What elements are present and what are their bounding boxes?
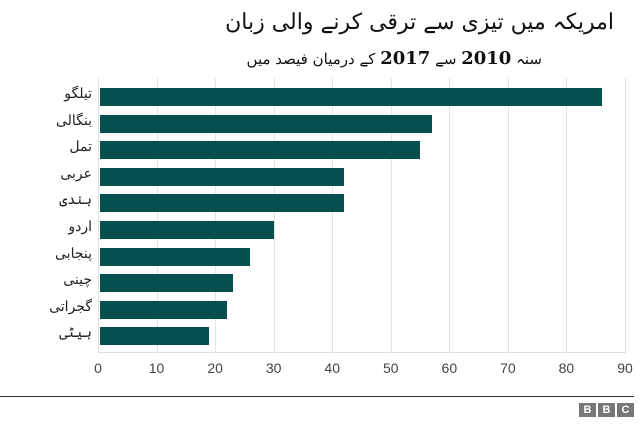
x-tick-label: 10 bbox=[148, 360, 165, 376]
subtitle-suffix: کے درمیان فیصد میں bbox=[246, 50, 376, 68]
gridline bbox=[156, 78, 158, 353]
x-axis-line bbox=[98, 352, 626, 353]
x-tick-label: 50 bbox=[382, 360, 399, 376]
x-tick-label: 20 bbox=[207, 360, 223, 376]
category-label: بنگالی bbox=[55, 112, 92, 129]
category-label: تمل bbox=[69, 139, 92, 156]
gridline bbox=[625, 78, 626, 353]
bar bbox=[100, 300, 227, 319]
bbc-logo: B B C bbox=[579, 403, 634, 417]
x-tick-label: 0 bbox=[94, 360, 102, 376]
bbc-logo-letter: B bbox=[579, 403, 596, 417]
x-tick-label: 90 bbox=[617, 360, 633, 376]
x-tick-label: 40 bbox=[324, 360, 341, 376]
bar bbox=[100, 327, 210, 346]
category-label: گجراتی bbox=[49, 298, 92, 315]
gridline bbox=[98, 78, 99, 353]
bar bbox=[100, 247, 251, 266]
bar bbox=[100, 114, 432, 133]
bar bbox=[100, 88, 602, 106]
gridline bbox=[390, 78, 392, 353]
footer-rule bbox=[0, 396, 634, 397]
bar bbox=[100, 167, 344, 186]
plot-area bbox=[98, 78, 626, 353]
gridline bbox=[332, 78, 334, 353]
bar bbox=[100, 194, 344, 213]
subtitle-mid: سے bbox=[435, 50, 457, 68]
bbc-logo-letter: B bbox=[598, 403, 615, 417]
bar bbox=[100, 221, 274, 239]
x-tick-label: 60 bbox=[441, 360, 458, 376]
subtitle-prefix: سنہ bbox=[516, 50, 542, 68]
category-label: اردو bbox=[68, 219, 92, 235]
bar bbox=[100, 141, 421, 160]
category-label: ہندی bbox=[59, 192, 92, 209]
gridline bbox=[507, 78, 509, 353]
gridline bbox=[215, 78, 217, 353]
bbc-logo-letter: C bbox=[617, 403, 634, 417]
bar bbox=[100, 274, 233, 293]
gridline bbox=[566, 78, 568, 353]
x-tick-label: 70 bbox=[500, 360, 516, 376]
x-tick-label: 30 bbox=[265, 360, 282, 376]
subtitle-year-end: 2017 bbox=[380, 48, 431, 69]
category-label: تیلگو bbox=[64, 86, 92, 102]
chart-subtitle: سنہ 2010 سے 2017 کے درمیان فیصد میں bbox=[247, 48, 542, 69]
gridline bbox=[273, 78, 275, 353]
subtitle-year-start: 2010 bbox=[461, 48, 512, 69]
category-label: عربی bbox=[60, 165, 92, 182]
gridline bbox=[449, 78, 451, 353]
chart-title: امریکہ میں تیزی سے ترقی کرنے والی زبان bbox=[225, 10, 614, 35]
category-label: ہیٹی bbox=[59, 325, 92, 342]
x-tick-label: 80 bbox=[558, 360, 575, 376]
category-label: چینی bbox=[63, 272, 92, 289]
category-label: پنجابی bbox=[55, 245, 92, 262]
